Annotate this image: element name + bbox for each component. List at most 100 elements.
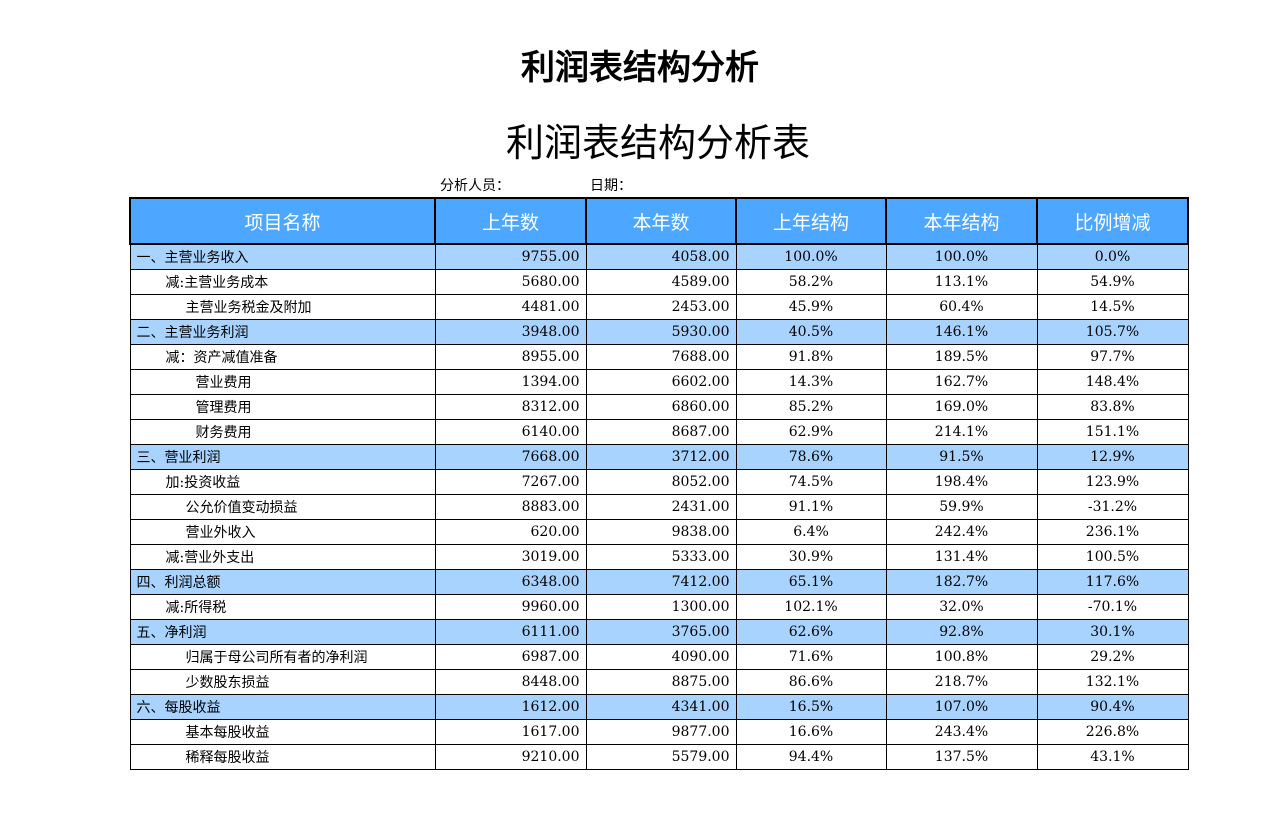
row-prev-year: 1617.00 [434,718,587,745]
row-ratio-change: 123.9% [1036,468,1189,495]
row-ratio-change: -31.2% [1036,493,1189,520]
table-row: 稀释每股收益 9210.00 5579.00 94.4% 137.5% 43.1% [129,743,1189,770]
row-ratio-change: 226.8% [1036,718,1189,745]
row-item-name: 基本每股收益 [129,718,436,745]
table-row: 少数股东损益 8448.00 8875.00 86.6% 218.7% 132.1% [129,668,1189,695]
row-curr-structure: 100.0% [885,243,1038,270]
row-curr-year: 6860.00 [585,393,737,420]
row-item-name: 四、利润总额 [129,568,436,595]
row-curr-structure: 162.7% [885,368,1038,395]
table-section-row: 二、主营业务利润 3948.00 5930.00 40.5% 146.1% 105.7% [129,318,1189,345]
table-section-row: 三、营业利润 7668.00 3712.00 78.6% 91.5% 12.9% [129,443,1189,470]
row-item-name: 归属于母公司所有者的净利润 [129,643,436,670]
row-curr-structure: 137.5% [885,743,1038,770]
table-row: 归属于母公司所有者的净利润 6987.00 4090.00 71.6% 100.8% 29… [129,643,1189,670]
row-prev-year: 8448.00 [434,668,587,695]
row-curr-year: 8875.00 [585,668,737,695]
row-prev-year: 6987.00 [434,643,587,670]
row-prev-year: 9755.00 [434,243,587,270]
row-curr-year: 1300.00 [585,593,737,620]
row-ratio-change: 97.7% [1036,343,1189,370]
header-curr-year: 本年数 [585,197,737,245]
row-ratio-change: 83.8% [1036,393,1189,420]
row-curr-year: 5579.00 [585,743,737,770]
row-prev-year: 8955.00 [434,343,587,370]
row-item-name: 少数股东损益 [129,668,436,695]
row-prev-year: 3019.00 [434,543,587,570]
row-prev-structure: 45.9% [735,293,887,320]
row-ratio-change: -70.1% [1036,593,1189,620]
table-section-row: 六、每股收益 1612.00 4341.00 16.5% 107.0% 90.4% [129,693,1189,720]
table-row: 加:投资收益 7267.00 8052.00 74.5% 198.4% 123.9% [129,468,1189,495]
row-prev-structure: 86.6% [735,668,887,695]
row-prev-structure: 94.4% [735,743,887,770]
row-curr-year: 5930.00 [585,318,737,345]
row-curr-year: 4090.00 [585,643,737,670]
row-prev-structure: 91.8% [735,343,887,370]
row-prev-year: 6111.00 [434,618,587,645]
row-prev-structure: 62.9% [735,418,887,445]
header-item-name: 项目名称 [129,197,436,245]
row-curr-year: 4589.00 [585,268,737,295]
row-prev-structure: 30.9% [735,543,887,570]
row-curr-structure: 113.1% [885,268,1038,295]
row-curr-year: 9877.00 [585,718,737,745]
header-ratio-change: 比例增减 [1036,197,1189,245]
row-prev-year: 3948.00 [434,318,587,345]
table-row: 财务费用 6140.00 8687.00 62.9% 214.1% 151.1% [129,418,1189,445]
row-item-name: 一、主营业务收入 [129,243,436,270]
row-prev-structure: 78.6% [735,443,887,470]
row-prev-year: 7668.00 [434,443,587,470]
row-curr-year: 2431.00 [585,493,737,520]
table-row: 减：资产减值准备 8955.00 7688.00 91.8% 189.5% 97.7% [129,343,1189,370]
income-structure-table: 项目名称 上年数 本年数 上年结构 本年结构 比例增减 一、主营业务收入 9755… [129,197,1189,770]
row-curr-structure: 182.7% [885,568,1038,595]
row-item-name: 财务费用 [129,418,436,445]
row-curr-year: 8052.00 [585,468,737,495]
table-header-row: 项目名称 上年数 本年数 上年结构 本年结构 比例增减 [129,197,1189,245]
row-ratio-change: 0.0% [1036,243,1189,270]
row-curr-structure: 218.7% [885,668,1038,695]
row-prev-structure: 100.0% [735,243,887,270]
row-curr-year: 7688.00 [585,343,737,370]
page-title: 利润表结构分析 [521,48,759,88]
row-item-name: 减:营业外支出 [129,543,436,570]
row-ratio-change: 90.4% [1036,693,1189,720]
row-prev-structure: 16.5% [735,693,887,720]
row-prev-structure: 58.2% [735,268,887,295]
row-curr-structure: 32.0% [885,593,1038,620]
row-item-name: 加:投资收益 [129,468,436,495]
row-curr-structure: 131.4% [885,543,1038,570]
row-curr-structure: 243.4% [885,718,1038,745]
row-item-name: 公允价值变动损益 [129,493,436,520]
header-prev-structure: 上年结构 [735,197,887,245]
table-section-row: 一、主营业务收入 9755.00 4058.00 100.0% 100.0% 0.0% [129,243,1189,270]
row-item-name: 三、营业利润 [129,443,436,470]
row-ratio-change: 148.4% [1036,368,1189,395]
date-label: 日期： [590,178,632,194]
row-curr-structure: 60.4% [885,293,1038,320]
table-row: 减:主营业务成本 5680.00 4589.00 58.2% 113.1% 54.9% [129,268,1189,295]
row-prev-structure: 16.6% [735,718,887,745]
row-curr-year: 9838.00 [585,518,737,545]
row-item-name: 营业外收入 [129,518,436,545]
row-ratio-change: 236.1% [1036,518,1189,545]
row-curr-structure: 146.1% [885,318,1038,345]
row-curr-structure: 59.9% [885,493,1038,520]
row-prev-year: 4481.00 [434,293,587,320]
row-prev-year: 620.00 [434,518,587,545]
table-row: 主营业务税金及附加 4481.00 2453.00 45.9% 60.4% 14.5% [129,293,1189,320]
row-prev-structure: 74.5% [735,468,887,495]
row-prev-structure: 85.2% [735,393,887,420]
row-prev-structure: 91.1% [735,493,887,520]
table-row: 管理费用 8312.00 6860.00 85.2% 169.0% 83.8% [129,393,1189,420]
row-ratio-change: 151.1% [1036,418,1189,445]
row-ratio-change: 132.1% [1036,668,1189,695]
table-row: 营业费用 1394.00 6602.00 14.3% 162.7% 148.4% [129,368,1189,395]
row-ratio-change: 105.7% [1036,318,1189,345]
table-row: 公允价值变动损益 8883.00 2431.00 91.1% 59.9% -31.2% [129,493,1189,520]
row-prev-year: 9210.00 [434,743,587,770]
analyst-label: 分析人员： [440,178,510,194]
row-curr-structure: 91.5% [885,443,1038,470]
row-prev-year: 8883.00 [434,493,587,520]
